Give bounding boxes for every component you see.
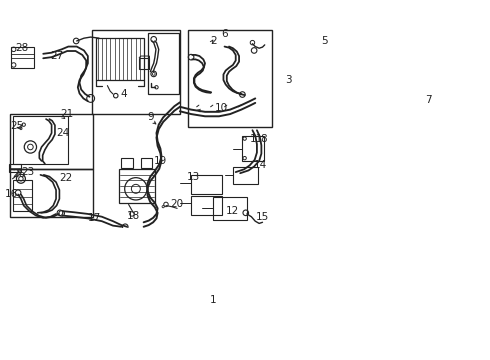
Bar: [191, 195, 222, 215]
Text: 23: 23: [22, 167, 35, 177]
Text: 14: 14: [254, 161, 268, 170]
Bar: [13, 180, 32, 211]
Text: 22: 22: [59, 173, 72, 183]
Text: 25: 25: [10, 121, 24, 131]
Bar: [122, 158, 132, 168]
Text: 5: 5: [321, 36, 328, 46]
Text: 13: 13: [187, 172, 200, 181]
Text: 24: 24: [56, 128, 70, 138]
Bar: [13, 116, 68, 164]
Bar: [141, 158, 152, 168]
Text: 9: 9: [147, 112, 154, 122]
Text: 12: 12: [226, 206, 240, 216]
Bar: [233, 167, 258, 184]
Text: 21: 21: [61, 108, 74, 118]
Text: 6: 6: [221, 29, 228, 39]
Text: 10: 10: [215, 103, 228, 113]
Text: 18: 18: [127, 211, 140, 221]
Text: 3: 3: [285, 75, 292, 85]
Text: 8: 8: [260, 134, 267, 144]
Text: 16: 16: [5, 189, 18, 199]
Bar: [10, 169, 94, 217]
Text: 28: 28: [15, 43, 28, 53]
Bar: [11, 46, 34, 68]
Bar: [191, 175, 222, 194]
Bar: [214, 197, 247, 220]
Bar: [188, 30, 272, 127]
Text: 7: 7: [425, 95, 432, 104]
Bar: [92, 30, 180, 113]
Text: 15: 15: [256, 212, 269, 222]
Text: 19: 19: [154, 156, 167, 166]
Text: 11: 11: [250, 134, 264, 144]
Bar: [10, 113, 94, 169]
Bar: [243, 136, 264, 161]
Bar: [9, 164, 22, 171]
Text: 26: 26: [13, 169, 26, 179]
Text: 20: 20: [171, 199, 184, 210]
Bar: [96, 38, 144, 80]
Bar: [139, 58, 149, 69]
Text: 4: 4: [121, 89, 127, 99]
Text: 1: 1: [210, 296, 217, 305]
Text: 17: 17: [88, 213, 101, 223]
Text: 2: 2: [210, 36, 217, 46]
Bar: [119, 169, 155, 203]
Text: 27: 27: [50, 51, 64, 61]
Bar: [148, 33, 179, 94]
